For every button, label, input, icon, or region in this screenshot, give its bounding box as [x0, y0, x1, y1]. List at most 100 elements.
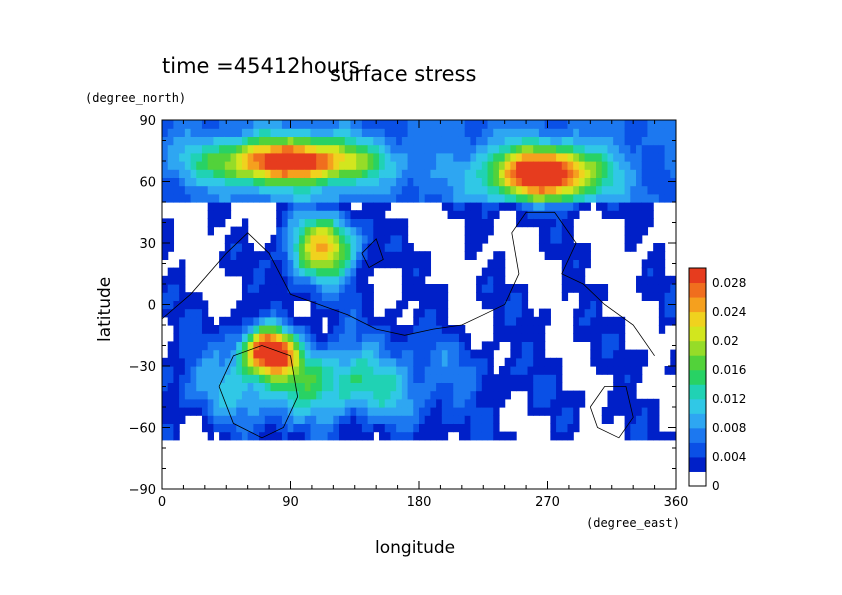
field-cell	[527, 374, 534, 383]
field-cell	[578, 398, 586, 408]
field-cell	[464, 243, 471, 252]
field-cell	[618, 177, 626, 187]
field-cell	[647, 251, 654, 260]
field-cell	[647, 275, 654, 285]
field-cell	[630, 423, 637, 433]
field-cell	[201, 415, 209, 424]
field-cell	[361, 226, 369, 236]
field-cell	[327, 398, 334, 408]
field-cell	[601, 193, 609, 203]
field-cell	[436, 374, 443, 383]
field-cell	[476, 169, 483, 178]
field-cell	[624, 349, 631, 359]
field-cell	[641, 136, 649, 146]
field-cell	[219, 161, 226, 170]
field-cell	[367, 161, 374, 170]
field-cell	[447, 390, 454, 400]
field-cell	[184, 374, 192, 383]
field-cell	[493, 136, 500, 146]
field-cell	[419, 374, 426, 383]
field-cell	[321, 251, 329, 260]
field-cell	[259, 136, 266, 146]
field-cell	[350, 415, 357, 424]
field-cell	[538, 128, 546, 137]
field-cell	[293, 390, 300, 400]
field-cell	[498, 185, 506, 195]
field-cell	[424, 177, 432, 187]
field-cell	[670, 308, 676, 318]
field-cell	[578, 284, 586, 293]
field-cell	[413, 193, 420, 203]
field-cell	[190, 390, 197, 400]
field-cell	[207, 333, 214, 342]
field-cell	[527, 407, 534, 416]
field-cell	[573, 390, 580, 400]
field-cell	[184, 357, 192, 367]
field-cell	[390, 349, 397, 359]
field-cell	[521, 292, 529, 301]
field-cell	[350, 210, 357, 219]
field-cell	[344, 423, 352, 433]
field-cell	[613, 333, 620, 342]
field-cell	[516, 333, 523, 342]
field-cell	[361, 308, 369, 318]
field-cell	[436, 284, 443, 293]
field-cell	[527, 177, 534, 187]
field-cell	[304, 407, 312, 416]
field-cell	[276, 398, 283, 408]
field-cell	[624, 243, 631, 252]
field-cell	[321, 152, 329, 162]
field-cell	[436, 193, 443, 203]
field-cell	[293, 316, 300, 326]
field-cell	[596, 152, 603, 162]
field-cell	[436, 144, 443, 154]
field-cell	[384, 382, 392, 392]
field-cell	[498, 316, 506, 326]
field-cell	[487, 226, 494, 236]
field-cell	[624, 218, 631, 228]
field-cell	[481, 152, 489, 162]
field-cell	[430, 161, 437, 170]
field-cell	[481, 284, 489, 293]
colorbar-tick-label: 0.008	[712, 421, 746, 435]
field-cell	[613, 316, 620, 326]
field-cell	[641, 169, 649, 178]
field-cell	[647, 398, 654, 408]
field-cell	[470, 128, 477, 137]
field-cell	[424, 144, 432, 154]
field-cell	[379, 357, 386, 367]
field-cell	[493, 144, 500, 154]
field-cell	[556, 234, 563, 244]
field-cell	[618, 152, 626, 162]
field-cell	[384, 177, 392, 187]
field-cell	[190, 349, 197, 359]
field-cell	[607, 202, 614, 211]
field-cell	[510, 177, 517, 187]
field-cell	[647, 407, 654, 416]
field-cell	[390, 415, 397, 424]
field-cell	[310, 300, 317, 310]
field-cell	[213, 415, 220, 424]
field-cell	[264, 341, 272, 351]
field-cell	[476, 366, 483, 375]
field-cell	[327, 169, 334, 178]
field-cell	[590, 357, 597, 367]
field-cell	[333, 423, 340, 433]
field-cell	[276, 259, 283, 269]
field-cell	[339, 202, 346, 211]
field-cell	[339, 152, 346, 162]
field-cell	[658, 120, 666, 129]
field-cell	[590, 316, 597, 326]
field-cell	[356, 374, 363, 383]
field-cell	[624, 415, 631, 424]
field-cell	[316, 292, 323, 301]
field-cell	[344, 292, 352, 301]
field-cell	[213, 366, 220, 375]
field-cell	[344, 284, 352, 293]
field-cell	[618, 333, 626, 342]
field-cell	[538, 210, 546, 219]
field-cell	[641, 226, 649, 236]
field-cell	[470, 226, 477, 236]
field-cell	[281, 144, 289, 154]
field-cell	[270, 267, 277, 277]
